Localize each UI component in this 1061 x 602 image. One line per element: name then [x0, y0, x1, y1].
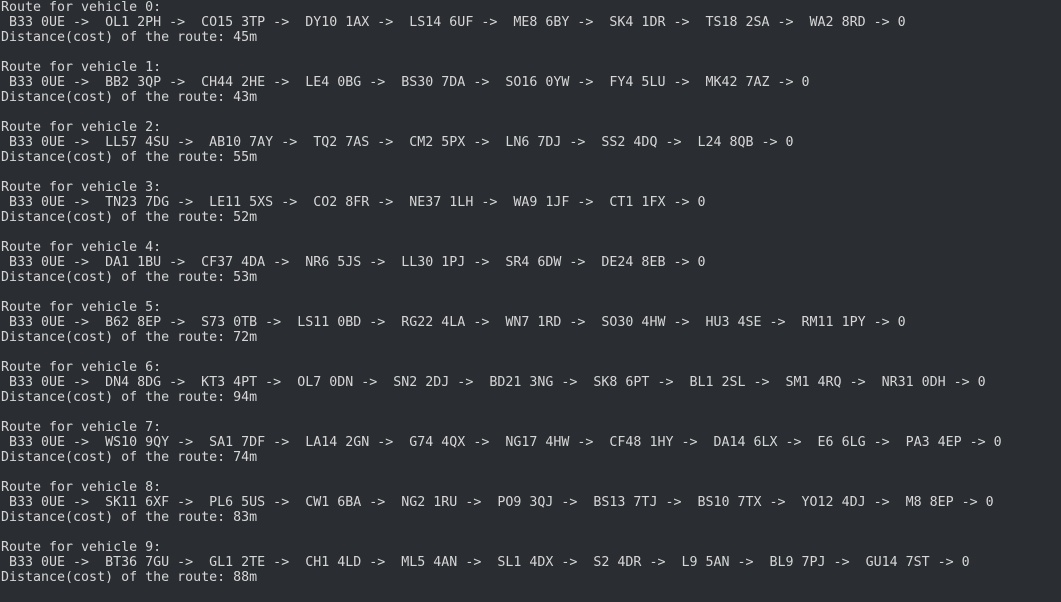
route-path: B33 0UE -> OL1 2PH -> CO15 3TP -> DY10 1…	[1, 15, 906, 30]
route-block: Route for vehicle 7: B33 0UE -> WS10 9QY…	[1, 420, 1061, 480]
route-block: Route for vehicle 1: B33 0UE -> BB2 3QP …	[1, 60, 1061, 120]
route-path: B33 0UE -> DA1 1BU -> CF37 4DA -> NR6 5J…	[1, 255, 706, 270]
route-distance: Distance(cost) of the route: 72m	[1, 330, 258, 345]
route-title: Route for vehicle 6:	[1, 360, 162, 375]
route-block: Route for vehicle 0: B33 0UE -> OL1 2PH …	[1, 0, 1061, 60]
route-title: Route for vehicle 9:	[1, 540, 162, 555]
route-title: Route for vehicle 4:	[1, 240, 162, 255]
route-distance: Distance(cost) of the route: 88m	[1, 570, 258, 585]
route-path: B33 0UE -> BB2 3QP -> CH44 2HE -> LE4 0B…	[1, 75, 810, 90]
route-distance: Distance(cost) of the route: 45m	[1, 30, 258, 45]
route-title: Route for vehicle 5:	[1, 300, 162, 315]
route-distance: Distance(cost) of the route: 55m	[1, 150, 258, 165]
route-block: Route for vehicle 9: B33 0UE -> BT36 7GU…	[1, 540, 1061, 600]
route-block: Route for vehicle 8: B33 0UE -> SK11 6XF…	[1, 480, 1061, 540]
route-distance: Distance(cost) of the route: 53m	[1, 270, 258, 285]
route-distance: Distance(cost) of the route: 83m	[1, 510, 258, 525]
route-title: Route for vehicle 3:	[1, 180, 162, 195]
route-distance: Distance(cost) of the route: 94m	[1, 390, 258, 405]
route-path: B33 0UE -> B62 8EP -> S73 0TB -> LS11 0B…	[1, 315, 906, 330]
route-title: Route for vehicle 7:	[1, 420, 162, 435]
route-distance: Distance(cost) of the route: 74m	[1, 450, 258, 465]
route-title: Route for vehicle 2:	[1, 120, 162, 135]
route-path: B33 0UE -> DN4 8DG -> KT3 4PT -> OL7 0DN…	[1, 375, 986, 390]
route-block: Route for vehicle 3: B33 0UE -> TN23 7DG…	[1, 180, 1061, 240]
route-path: B33 0UE -> TN23 7DG -> LE11 5XS -> CO2 8…	[1, 195, 706, 210]
route-block: Route for vehicle 6: B33 0UE -> DN4 8DG …	[1, 360, 1061, 420]
route-title: Route for vehicle 1:	[1, 60, 162, 75]
route-distance: Distance(cost) of the route: 52m	[1, 210, 258, 225]
route-path: B33 0UE -> WS10 9QY -> SA1 7DF -> LA14 2…	[1, 435, 1002, 450]
route-title: Route for vehicle 0:	[1, 0, 162, 15]
route-path: B33 0UE -> SK11 6XF -> PL6 5US -> CW1 6B…	[1, 495, 994, 510]
route-block: Route for vehicle 4: B33 0UE -> DA1 1BU …	[1, 240, 1061, 300]
route-block: Route for vehicle 5: B33 0UE -> B62 8EP …	[1, 300, 1061, 360]
route-block: Route for vehicle 2: B33 0UE -> LL57 4SU…	[1, 120, 1061, 180]
route-title: Route for vehicle 8:	[1, 480, 162, 495]
route-path: B33 0UE -> BT36 7GU -> GL1 2TE -> CH1 4L…	[1, 555, 970, 570]
route-path: B33 0UE -> LL57 4SU -> AB10 7AY -> TQ2 7…	[1, 135, 794, 150]
route-distance: Distance(cost) of the route: 43m	[1, 90, 258, 105]
